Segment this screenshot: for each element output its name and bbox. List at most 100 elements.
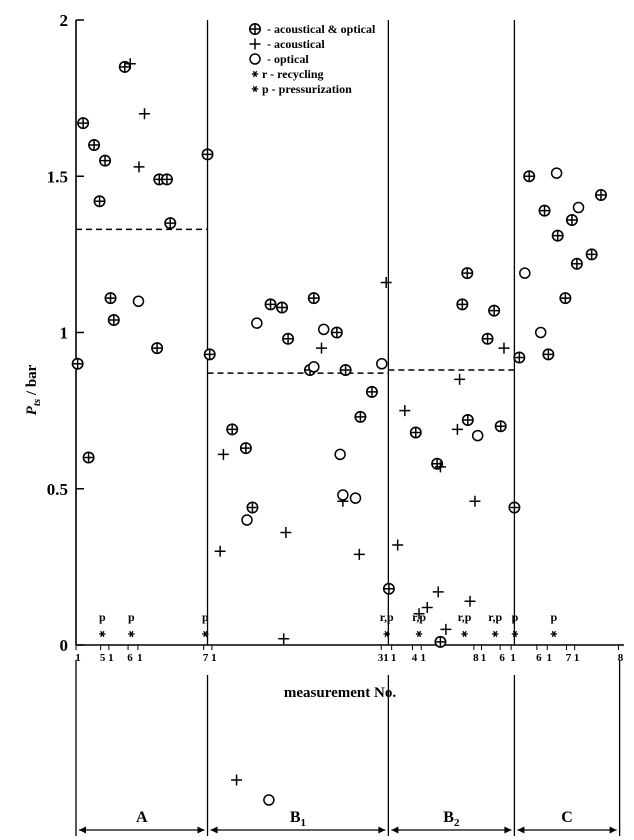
- marker-ring: [132, 295, 145, 307]
- data-point: [534, 326, 547, 339]
- data-point: [276, 301, 289, 314]
- measurement-number: 1: [391, 652, 397, 664]
- marker-ring: [572, 201, 585, 214]
- event-star: [461, 630, 468, 638]
- data-point: [316, 342, 328, 354]
- data-point: [164, 217, 177, 230]
- event-star: [202, 630, 209, 638]
- data-point: [339, 363, 352, 376]
- legend-symbol: [249, 22, 262, 35]
- data-point: [471, 429, 484, 442]
- data-point: [434, 461, 446, 473]
- measurement-number: 6: [127, 652, 133, 664]
- y-tick-label: 1.5: [47, 167, 68, 186]
- marker-stroke: [462, 630, 467, 638]
- series-plus: [124, 58, 510, 645]
- data-point: [538, 204, 551, 217]
- legend-label: - optical: [267, 52, 309, 66]
- data-point: [214, 545, 226, 557]
- data-point: [565, 214, 578, 227]
- data-point: [160, 173, 173, 186]
- series-circle: [132, 167, 585, 526]
- measurement-number: 6: [536, 652, 542, 664]
- marker-stroke: [551, 630, 557, 638]
- segment-arrow-left: [391, 826, 399, 834]
- data-point: [392, 539, 404, 551]
- data-point: [132, 295, 145, 307]
- data-point: [550, 167, 563, 179]
- segment-label-main: B: [443, 809, 454, 826]
- data-point: [201, 148, 214, 161]
- data-point: [107, 313, 120, 326]
- marker-ring: [337, 489, 349, 501]
- marker-ring: [317, 323, 330, 336]
- data-point: [151, 342, 164, 355]
- event-label: r,p: [488, 610, 502, 624]
- data-point: [77, 117, 90, 130]
- below-axis-point: [231, 774, 243, 786]
- data-point: [519, 267, 531, 279]
- event-star: [550, 630, 558, 638]
- segment-label-sub: 1: [301, 817, 307, 829]
- data-point: [585, 248, 598, 261]
- segment-arrow-right: [504, 826, 512, 834]
- data-point: [139, 108, 150, 120]
- data-point: [454, 373, 466, 385]
- data-point: [82, 451, 95, 464]
- data-point: [523, 170, 536, 183]
- series-circle-plus: [71, 60, 607, 648]
- measurement-number: 1: [137, 652, 143, 664]
- data-point: [461, 267, 474, 280]
- data-point: [399, 405, 411, 417]
- marker-ring: [334, 448, 346, 461]
- svg-text:Pts / bar: Pts / bar: [24, 364, 43, 415]
- marker-stroke: [512, 630, 518, 638]
- event-label: r,p: [380, 610, 394, 624]
- data-point: [481, 332, 494, 345]
- data-point: [217, 448, 229, 460]
- legend-label: r - recycling: [262, 67, 324, 81]
- below-axis-point: [263, 794, 275, 806]
- data-point: [239, 442, 252, 455]
- marker-ring: [263, 794, 275, 806]
- measurement-number: 1: [481, 652, 487, 664]
- measurement-number: 1: [420, 652, 426, 664]
- marker-ring: [308, 361, 320, 373]
- marker-stroke: [493, 630, 498, 638]
- data-point: [464, 595, 476, 607]
- marker-stroke: [203, 630, 208, 638]
- data-point: [264, 298, 277, 311]
- segment-label-main: B: [290, 809, 301, 826]
- data-point: [380, 277, 392, 288]
- segment-label: A: [136, 809, 148, 826]
- measurement-number: 8: [473, 652, 479, 664]
- measurement-number: 4: [412, 652, 418, 664]
- data-point: [71, 357, 84, 370]
- data-point: [226, 423, 239, 436]
- legend-label: - acoustical: [267, 37, 325, 51]
- data-point: [570, 257, 583, 270]
- data-point: [508, 501, 521, 514]
- event-label: p: [99, 610, 106, 624]
- segment-label: B2: [443, 809, 460, 829]
- y-tick-label: 1: [60, 324, 69, 343]
- marker-ring: [251, 317, 263, 329]
- data-point: [307, 292, 320, 305]
- segment-label: C: [561, 809, 573, 826]
- segment-label-sub: 2: [454, 817, 460, 829]
- legend-label: p - pressurization: [262, 82, 352, 96]
- marker-ring: [349, 492, 362, 504]
- data-point: [337, 489, 349, 501]
- data-point: [308, 361, 320, 373]
- data-point: [365, 385, 378, 398]
- event-label: p: [551, 610, 558, 624]
- marker-stroke: [252, 70, 258, 78]
- data-point: [203, 348, 216, 361]
- marker-ring: [376, 358, 388, 370]
- data-point: [280, 527, 292, 538]
- data-point: [513, 351, 526, 364]
- data-point: [494, 420, 507, 433]
- data-point: [376, 358, 388, 370]
- measurement-number: 7: [566, 652, 572, 664]
